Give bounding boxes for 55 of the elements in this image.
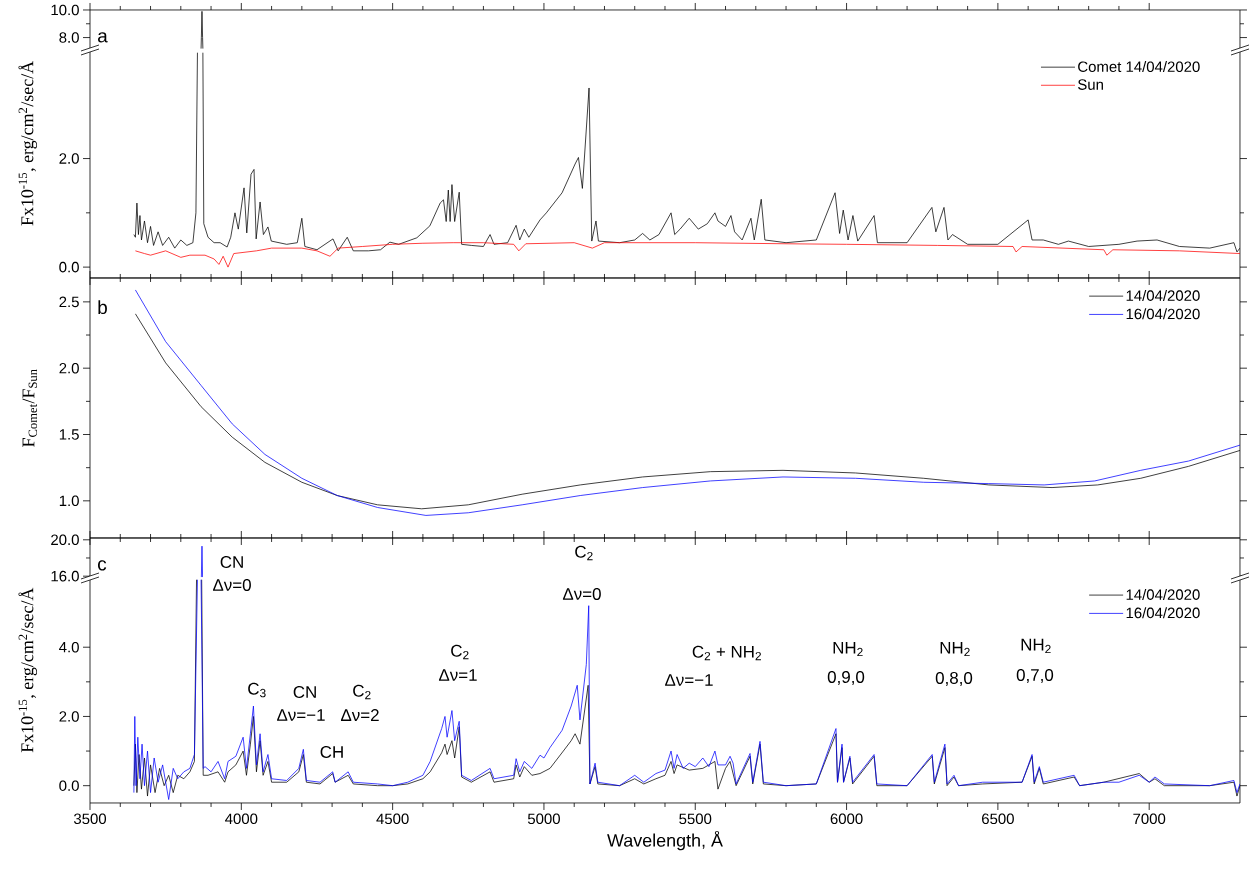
legend-label: 16/04/2020	[1126, 607, 1200, 619]
annotation: c	[98, 560, 107, 571]
annotation: NH$_{2}$	[833, 641, 863, 657]
x-axis-title: Wavelength, Å	[607, 830, 723, 851]
line-series	[135, 242, 1240, 268]
y-tick-label: 2.0	[59, 153, 79, 164]
legend-label: Comet 14/04/2020	[1078, 61, 1200, 72]
y-tick-label: 1.0	[59, 495, 79, 507]
y-axis-title: F$_{Comet}$/F$_{Sun}$	[22, 369, 38, 447]
annotation: Δν=0	[212, 578, 251, 591]
annotation: Δν=1	[438, 669, 477, 681]
annotation: C$_{3}$	[248, 682, 266, 698]
annotation: a	[98, 32, 108, 43]
annotation: C$_{2}$	[353, 684, 371, 700]
annotation: NH$_{2}$	[940, 641, 970, 657]
y-tick-label: 0.0	[59, 261, 79, 273]
annotation: C$_{2}$	[575, 545, 593, 561]
annotation: CN	[293, 686, 316, 698]
legend-label: 14/04/2020	[1126, 289, 1200, 301]
legend-label: Sun	[1078, 79, 1103, 90]
x-tick-label: 3500	[73, 813, 107, 825]
y-tick-label: 8.0	[59, 32, 79, 43]
y-tick-label: 10.0	[51, 4, 79, 16]
x-tick-label: 7000	[1133, 813, 1166, 825]
annotation: 0,9,0	[827, 670, 865, 685]
annotation: CH	[320, 745, 343, 758]
annotation: CN	[220, 555, 243, 568]
annotation: NH$_{2}$	[1021, 638, 1051, 654]
y-tick-label: 2.0	[59, 711, 79, 722]
x-tick-label: 6000	[830, 813, 863, 825]
annotation: b	[98, 300, 107, 315]
y-tick-label: 1.5	[59, 429, 79, 440]
annotation: 0,7,0	[1016, 669, 1054, 683]
legend-label: 14/04/2020	[1126, 588, 1200, 600]
annotation: Δν=2	[340, 709, 379, 721]
x-tick-label: 5000	[527, 813, 560, 825]
x-tick-label: 4500	[376, 813, 409, 825]
legend-label: 16/04/2020	[1126, 308, 1200, 320]
y-tick-label: 16.0	[51, 570, 79, 582]
annotation: Δν=−1	[665, 674, 713, 686]
y-tick-label: 0.0	[59, 780, 79, 791]
annotation: C$_{2}$	[451, 644, 469, 660]
y-tick-label: 4.0	[59, 641, 79, 653]
x-tick-label: 5500	[679, 813, 712, 825]
y-tick-label: 2.5	[59, 296, 79, 308]
y-axis-title: Fx10$^{-15}$, erg/cm$^{2}$/sec/Å	[18, 587, 38, 753]
y-tick-label: 20.0	[51, 534, 79, 546]
x-tick-label: 4000	[225, 813, 258, 825]
x-tick-label: 6500	[982, 813, 1014, 825]
annotation: C$_{2}$ + NH$_{2}$	[692, 645, 761, 661]
annotation: Δν=0	[562, 587, 601, 600]
annotation: 0,8,0	[935, 671, 973, 686]
y-axis-title: Fx10$^{-15}$, erg/cm$^{2}$/sec/Å	[18, 61, 38, 226]
y-tick-label: 2.0	[59, 362, 79, 374]
annotation: Δν=−1	[277, 709, 325, 721]
